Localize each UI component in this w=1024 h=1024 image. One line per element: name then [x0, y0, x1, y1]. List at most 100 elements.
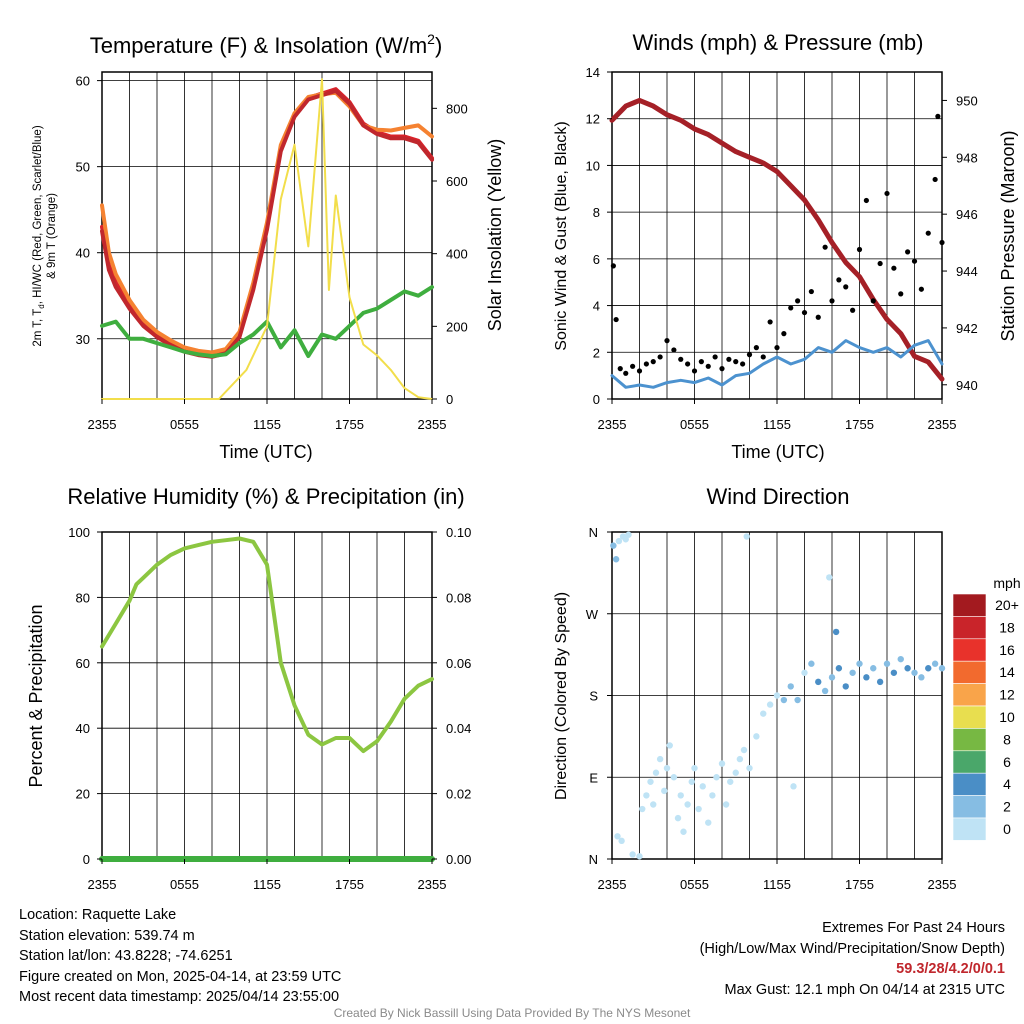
y-tick-label: 50 — [76, 160, 90, 175]
direction-point — [647, 778, 654, 785]
direction-point — [612, 556, 620, 563]
figure-created: Figure created on Mon, 2025-04-14, at 23… — [19, 968, 342, 985]
gust-point — [767, 319, 773, 325]
colorbar-label: 0 — [1003, 821, 1011, 837]
gust-point — [815, 314, 821, 320]
y-tick-label: 100 — [68, 525, 90, 540]
direction-point — [746, 764, 753, 772]
direction-point — [842, 683, 849, 690]
x-tick-label: 2355 — [418, 417, 447, 432]
colorbar-swatch — [952, 795, 987, 819]
direction-point — [656, 755, 664, 763]
gust-point — [733, 359, 739, 365]
direction-point — [911, 669, 918, 676]
direction-point — [674, 814, 682, 822]
direction-point — [643, 792, 650, 799]
gust-point — [643, 361, 649, 367]
winds-ticks: 0 2 4 6 8 10 12 14 940 942 944 946 948 950 2355 0555 115… — [586, 65, 978, 432]
direction-point — [832, 628, 840, 636]
gust-point — [781, 331, 787, 337]
gust-point — [898, 291, 904, 297]
x-tick-label: 1155 — [763, 877, 791, 892]
direction-point — [680, 828, 687, 835]
gust-point — [753, 345, 759, 351]
y-tick-label: 2 — [593, 345, 600, 360]
direction-point — [677, 792, 684, 799]
direction-point — [897, 655, 904, 663]
direction-series — [610, 531, 946, 860]
x-tick-label: 2355 — [928, 877, 957, 892]
direction-point — [691, 764, 698, 772]
colorbar-swatch — [952, 728, 987, 752]
y2-tick-label: 0.08 — [446, 590, 471, 605]
y-tick-label: 30 — [76, 332, 90, 347]
gust-point — [712, 354, 718, 360]
gust-point — [671, 347, 677, 353]
gust-point — [740, 361, 746, 367]
y2-tick-label: 944 — [956, 264, 978, 279]
gust-point — [664, 338, 670, 344]
direction-point — [670, 774, 678, 781]
winds-xlabel: Time (UTC) — [731, 442, 824, 462]
direction-point — [780, 696, 788, 704]
gust-point — [911, 258, 918, 264]
gust-point — [610, 263, 616, 269]
direction-point — [766, 701, 774, 708]
colorbar-swatch — [952, 683, 987, 707]
colorbar-label: 6 — [1003, 754, 1011, 770]
direction-point — [904, 665, 911, 672]
direction-point — [938, 665, 946, 672]
direction-point — [684, 801, 691, 808]
x-tick-label: 1755 — [845, 417, 874, 432]
y-tick-label: 14 — [586, 65, 600, 80]
x-tick-label: 2355 — [418, 877, 447, 892]
extremes-values: 59.3/28/4.2/0/0.1 — [896, 961, 1005, 977]
gust-point — [843, 284, 849, 290]
y-tick-label: 40 — [76, 721, 90, 736]
direction-point — [615, 537, 623, 545]
relative-humidity-line — [100, 536, 434, 754]
gust-point — [719, 366, 725, 372]
winds-panel: Winds (mph) & Pressure (mb) 0 2 4 6 8 10 12 14 9… — [553, 30, 1018, 462]
direction-point — [614, 833, 621, 840]
station-latlon: Station lat/lon: 43.8228; -74.6251 — [19, 948, 233, 964]
y2-tick-label: 942 — [956, 321, 978, 336]
direction-point — [663, 764, 671, 772]
gust-point — [801, 309, 808, 316]
direction-point — [688, 778, 695, 785]
y-tick-label: N — [589, 525, 598, 540]
y2-tick-label: 946 — [956, 207, 978, 222]
colorbar-label: 18 — [999, 619, 1015, 635]
recent-timestamp: Most recent data timestamp: 2025/04/14 2… — [19, 989, 340, 1005]
temperature-xlabel: Time (UTC) — [219, 442, 312, 462]
direction-point — [666, 742, 673, 749]
gust-point — [918, 286, 924, 292]
direction-point — [826, 574, 833, 581]
gust-point — [698, 359, 704, 365]
temperature-series — [100, 78, 434, 400]
gust-point — [630, 363, 636, 369]
x-tick-label: 2355 — [928, 417, 957, 432]
gust-point — [760, 354, 766, 360]
direction-point — [610, 542, 617, 549]
y-tick-label: 60 — [76, 74, 90, 89]
sonic-wind-line — [610, 339, 944, 389]
direction-point — [618, 837, 625, 845]
y2-tick-label: 0.06 — [446, 656, 471, 671]
winds-left-ylabel: Sonic Wind & Gust (Blue, Black) — [553, 121, 570, 350]
direction-point — [828, 674, 836, 681]
gust-point — [870, 298, 876, 304]
y2-tick-label: 0.00 — [446, 852, 471, 867]
x-tick-label: 1755 — [335, 417, 364, 432]
y-tick-label: 80 — [76, 590, 90, 605]
gust-point — [691, 368, 698, 374]
colorbar-swatch — [952, 660, 987, 684]
colorbar-label: 16 — [999, 642, 1015, 658]
y2-tick-label: 200 — [446, 319, 468, 334]
colorbar-label: 2 — [1003, 799, 1011, 815]
station-elevation: Station elevation: 539.74 m — [19, 927, 195, 944]
y-tick-label: 12 — [586, 112, 600, 127]
direction-point — [732, 769, 739, 776]
colorbar-label: 12 — [999, 687, 1015, 703]
